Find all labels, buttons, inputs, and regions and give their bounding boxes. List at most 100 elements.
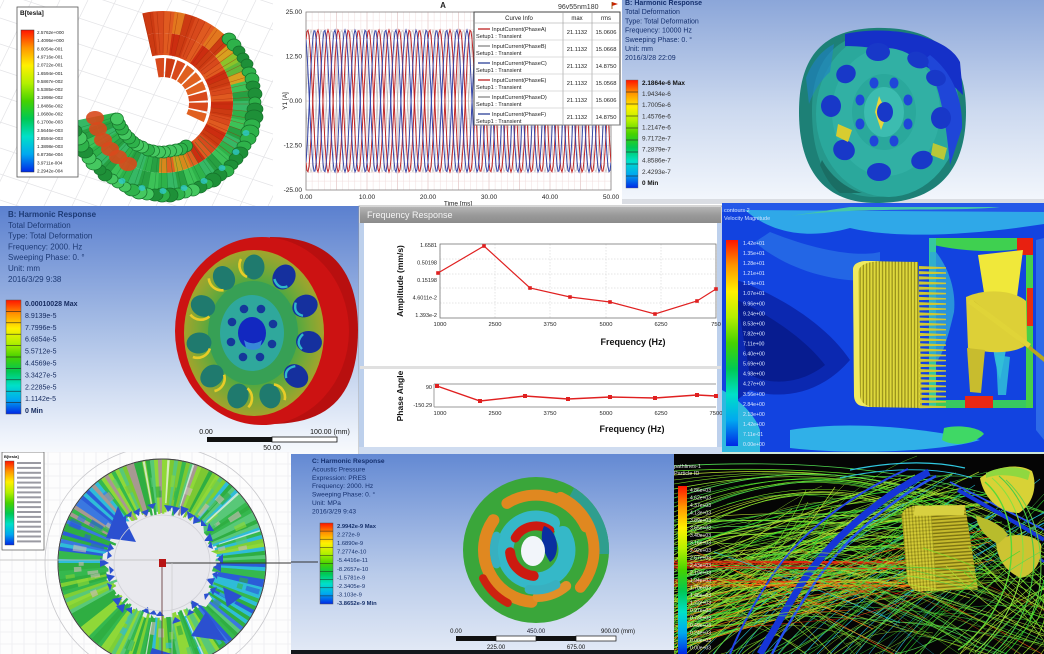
svg-text:Frequency (Hz): Frequency (Hz) (600, 337, 665, 347)
svg-text:Frequency Response: Frequency Response (367, 210, 453, 220)
svg-text:20.00: 20.00 (420, 194, 437, 201)
svg-text:Y1 [A]: Y1 [A] (282, 92, 289, 110)
svg-text:0.15198: 0.15198 (417, 278, 437, 284)
svg-text:Acoustic Pressure: Acoustic Pressure (312, 466, 365, 473)
svg-text:4.37e+03: 4.37e+03 (690, 503, 711, 509)
svg-text:5000: 5000 (600, 411, 613, 417)
svg-text:50.00: 50.00 (263, 445, 281, 452)
svg-text:8.53e+00: 8.53e+00 (743, 321, 765, 327)
svg-text:21.1132: 21.1132 (567, 115, 588, 121)
svg-text:9.7172e-7: 9.7172e-7 (642, 136, 671, 143)
svg-text:2016/3/29 9:43: 2016/3/29 9:43 (312, 508, 356, 515)
svg-text:2.4293e-7: 2.4293e-7 (642, 169, 671, 176)
svg-text:30.00: 30.00 (481, 194, 498, 201)
svg-text:1.21e+01: 1.21e+01 (743, 271, 765, 277)
svg-text:A: A (440, 1, 446, 10)
svg-text:0.97e+03: 0.97e+03 (690, 608, 711, 614)
svg-text:1.6594e-001: 1.6594e-001 (37, 71, 63, 76)
svg-text:4.86e+03: 4.86e+03 (690, 488, 711, 494)
svg-text:2.92e+03: 2.92e+03 (690, 548, 711, 554)
svg-text:InputCurrent(PhaseE): InputCurrent(PhaseE) (492, 78, 547, 84)
svg-text:Setup1 : Transient: Setup1 : Transient (476, 102, 522, 108)
svg-text:0.00: 0.00 (289, 98, 302, 105)
svg-text:Frequency: 2000. Hz: Frequency: 2000. Hz (8, 242, 82, 251)
svg-text:1.7005e-6: 1.7005e-6 (642, 102, 671, 109)
svg-text:3.3427e-5: 3.3427e-5 (25, 372, 57, 379)
svg-text:3.9711e-004: 3.9711e-004 (37, 160, 63, 165)
svg-text:0.24e+03: 0.24e+03 (690, 631, 711, 637)
svg-text:7.7996e-5: 7.7996e-5 (25, 325, 57, 332)
svg-text:100.00 (mm): 100.00 (mm) (310, 429, 350, 436)
svg-text:Setup1 : Transient: Setup1 : Transient (476, 119, 522, 125)
svg-text:pathlines-1: pathlines-1 (674, 464, 701, 470)
svg-text:Unit: MPa: Unit: MPa (312, 500, 341, 507)
svg-text:750: 750 (711, 322, 721, 328)
svg-text:Setup1 : Transient: Setup1 : Transient (476, 34, 522, 40)
svg-text:0 Min: 0 Min (25, 408, 43, 415)
svg-text:Unit: mm: Unit: mm (8, 264, 40, 273)
svg-text:1.42e+00: 1.42e+00 (743, 422, 765, 428)
svg-text:-25.00: -25.00 (284, 187, 303, 194)
svg-text:B[tesla]: B[tesla] (20, 10, 44, 17)
svg-text:1.14e+01: 1.14e+01 (743, 281, 765, 287)
svg-text:InputCurrent(PhaseA): InputCurrent(PhaseA) (492, 27, 547, 33)
svg-text:15.0568: 15.0568 (596, 81, 617, 87)
svg-text:B: Harmonic Response: B: Harmonic Response (8, 210, 97, 219)
svg-text:Total Deformation: Total Deformation (8, 221, 71, 230)
svg-text:Expression: PRES: Expression: PRES (312, 475, 367, 482)
svg-text:1.9434e-6: 1.9434e-6 (642, 91, 671, 98)
svg-text:7.82e+00: 7.82e+00 (743, 331, 765, 337)
svg-text:InputCurrent(PhaseF): InputCurrent(PhaseF) (492, 112, 546, 118)
svg-text:0.00: 0.00 (199, 429, 213, 436)
svg-text:3.1998e-002: 3.1998e-002 (37, 95, 63, 100)
svg-text:5.5712e-5: 5.5712e-5 (25, 349, 57, 356)
svg-text:225.00: 225.00 (487, 645, 506, 651)
svg-text:1.4095e+000: 1.4095e+000 (37, 38, 64, 43)
svg-text:9.96e+00: 9.96e+00 (743, 301, 765, 307)
svg-text:1.3898e-003: 1.3898e-003 (37, 144, 63, 149)
svg-text:Sweeping Phase: 0. °: Sweeping Phase: 0. ° (8, 253, 85, 262)
svg-text:4.27e+00: 4.27e+00 (743, 382, 765, 388)
svg-text:1.94e+03: 1.94e+03 (690, 578, 711, 584)
svg-text:1.1142e-5: 1.1142e-5 (25, 396, 56, 403)
svg-text:2.84e+00: 2.84e+00 (743, 402, 765, 408)
svg-text:6.6854e-5: 6.6854e-5 (25, 337, 57, 344)
svg-text:Total Deformation: Total Deformation (625, 9, 680, 16)
svg-text:15.0606: 15.0606 (596, 98, 617, 104)
svg-text:1.2147e-6: 1.2147e-6 (642, 124, 671, 131)
svg-text:0.00: 0.00 (300, 194, 313, 201)
svg-text:675.00: 675.00 (567, 645, 586, 651)
svg-text:7.11e-01: 7.11e-01 (743, 432, 763, 438)
svg-text:Frequency: 10000 Hz: Frequency: 10000 Hz (625, 28, 692, 35)
svg-text:Time [ms]: Time [ms] (444, 201, 472, 208)
svg-text:Particle ID: Particle ID (674, 471, 699, 477)
svg-text:4.98e+00: 4.98e+00 (743, 372, 765, 378)
svg-text:0 Min: 0 Min (642, 180, 658, 187)
svg-text:96v55nm180: 96v55nm180 (558, 4, 599, 11)
svg-text:15.0606: 15.0606 (596, 30, 617, 36)
svg-text:6250: 6250 (655, 322, 668, 328)
svg-text:InputCurrent(PhaseD): InputCurrent(PhaseD) (492, 95, 547, 101)
svg-text:InputCurrent(PhaseC): InputCurrent(PhaseC) (492, 61, 547, 67)
svg-text:2.5762e+000: 2.5762e+000 (37, 30, 64, 35)
svg-text:6.1700e-003: 6.1700e-003 (37, 120, 63, 125)
svg-text:Frequency (Hz): Frequency (Hz) (599, 424, 664, 434)
svg-text:-2.3405e-9: -2.3405e-9 (337, 584, 365, 590)
svg-text:6.8736e-004: 6.8736e-004 (37, 152, 63, 157)
svg-text:Sweeping Phase: 0. °: Sweeping Phase: 0. ° (625, 36, 692, 44)
svg-text:1.6890e-9: 1.6890e-9 (337, 541, 363, 547)
svg-text:1.35e+01: 1.35e+01 (743, 251, 765, 257)
svg-text:rms: rms (601, 16, 611, 22)
svg-text:0.49e+03: 0.49e+03 (690, 623, 711, 629)
svg-text:2016/3/29 9:38: 2016/3/29 9:38 (8, 275, 62, 284)
svg-text:Phase Angle: Phase Angle (395, 370, 405, 421)
svg-text:2.67e+03: 2.67e+03 (690, 556, 711, 562)
svg-text:4.9716e-001: 4.9716e-001 (37, 55, 63, 60)
svg-text:2.19e+03: 2.19e+03 (690, 571, 711, 577)
svg-text:4.62e+03: 4.62e+03 (690, 496, 711, 502)
svg-text:3750: 3750 (544, 322, 557, 328)
svg-text:4.4569e-5: 4.4569e-5 (25, 361, 57, 368)
svg-text:max: max (571, 16, 582, 22)
svg-text:21.1132: 21.1132 (567, 98, 588, 104)
svg-text:9.24e+00: 9.24e+00 (743, 311, 765, 317)
